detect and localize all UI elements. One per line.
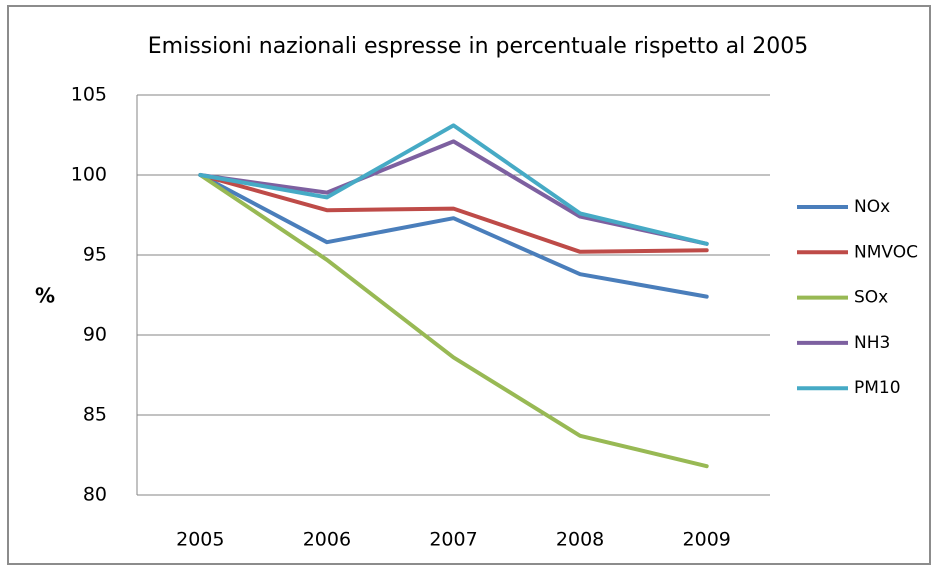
legend-label: NOx [854, 197, 890, 217]
chart-title: Emissioni nazionali espresse in percentu… [148, 34, 808, 59]
x-tick-label: 2008 [556, 529, 604, 551]
series-line [198, 139, 709, 246]
y-tick-label: 80 [83, 484, 107, 506]
x-tick-label: 2005 [176, 529, 224, 551]
series-line [198, 123, 709, 246]
y-tick-label: 100 [71, 164, 107, 186]
y-tick-label: 95 [83, 244, 107, 266]
series-line [198, 173, 709, 469]
legend-label: NH3 [854, 333, 890, 353]
series-line [198, 173, 709, 254]
legend-label: SOx [854, 288, 888, 308]
chart-frame [7, 5, 931, 565]
x-tick-label: 2006 [303, 529, 351, 551]
legend-label: PM10 [854, 378, 901, 398]
y-tick-label: 105 [71, 84, 107, 106]
legend-label: NMVOC [854, 242, 918, 262]
y-axis-label: % [35, 284, 55, 308]
series-line [198, 173, 709, 299]
x-tick-label: 2007 [429, 529, 477, 551]
y-tick-label: 85 [83, 404, 107, 426]
x-tick-label: 2009 [683, 529, 731, 551]
y-tick-label: 90 [83, 324, 107, 346]
